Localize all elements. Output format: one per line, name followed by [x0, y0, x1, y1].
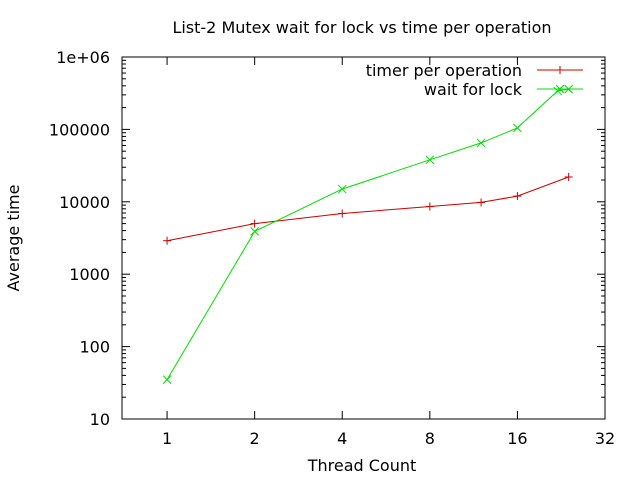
x-tick-label: 4 — [337, 429, 347, 448]
legend-entry: timer per operation — [366, 61, 583, 80]
legend-marker — [556, 66, 564, 74]
y-tick-label: 100000 — [49, 120, 110, 139]
legend-label: timer per operation — [366, 61, 522, 80]
legend-label: wait for lock — [424, 80, 523, 99]
data-point — [477, 198, 486, 207]
series-layer — [162, 84, 574, 384]
data-point — [163, 236, 172, 245]
x-tick-label: 32 — [595, 429, 615, 448]
data-point — [513, 123, 522, 133]
data-point — [513, 192, 522, 201]
data-point — [564, 173, 573, 182]
data-point — [338, 209, 347, 218]
data-point — [337, 184, 347, 194]
data-point — [250, 219, 259, 228]
y-tick-label: 10 — [90, 410, 110, 429]
legend-marker — [555, 84, 565, 94]
series-1 — [162, 84, 574, 384]
axes: 10 100 1000 10000 100000 1e+06 1 2 4 8 16 32 — [49, 48, 615, 448]
chart-title: List-2 Mutex wait for lock vs time per o… — [172, 18, 551, 37]
data-point — [250, 227, 260, 236]
x-tick-label: 2 — [250, 429, 260, 448]
y-axis-label: Average time — [4, 185, 23, 292]
series-0 — [163, 173, 573, 245]
data-point — [425, 202, 434, 211]
y-tick-label: 1000 — [69, 265, 110, 284]
data-point — [476, 138, 486, 148]
data-point — [162, 375, 172, 384]
y-tick-label: 1e+06 — [56, 48, 110, 67]
x-tick-label: 1 — [162, 429, 172, 448]
x-tick-label: 8 — [425, 429, 435, 448]
x-tick-label: 16 — [507, 429, 527, 448]
plot-frame — [121, 56, 606, 420]
legend-entry: wait for lock — [424, 80, 583, 99]
data-point — [425, 155, 435, 165]
series-line — [167, 176, 569, 242]
y-tick-label: 100 — [79, 338, 110, 357]
x-axis-label: Thread Count — [307, 456, 417, 475]
y-tick-label: 10000 — [59, 193, 110, 212]
series-line — [166, 88, 569, 380]
